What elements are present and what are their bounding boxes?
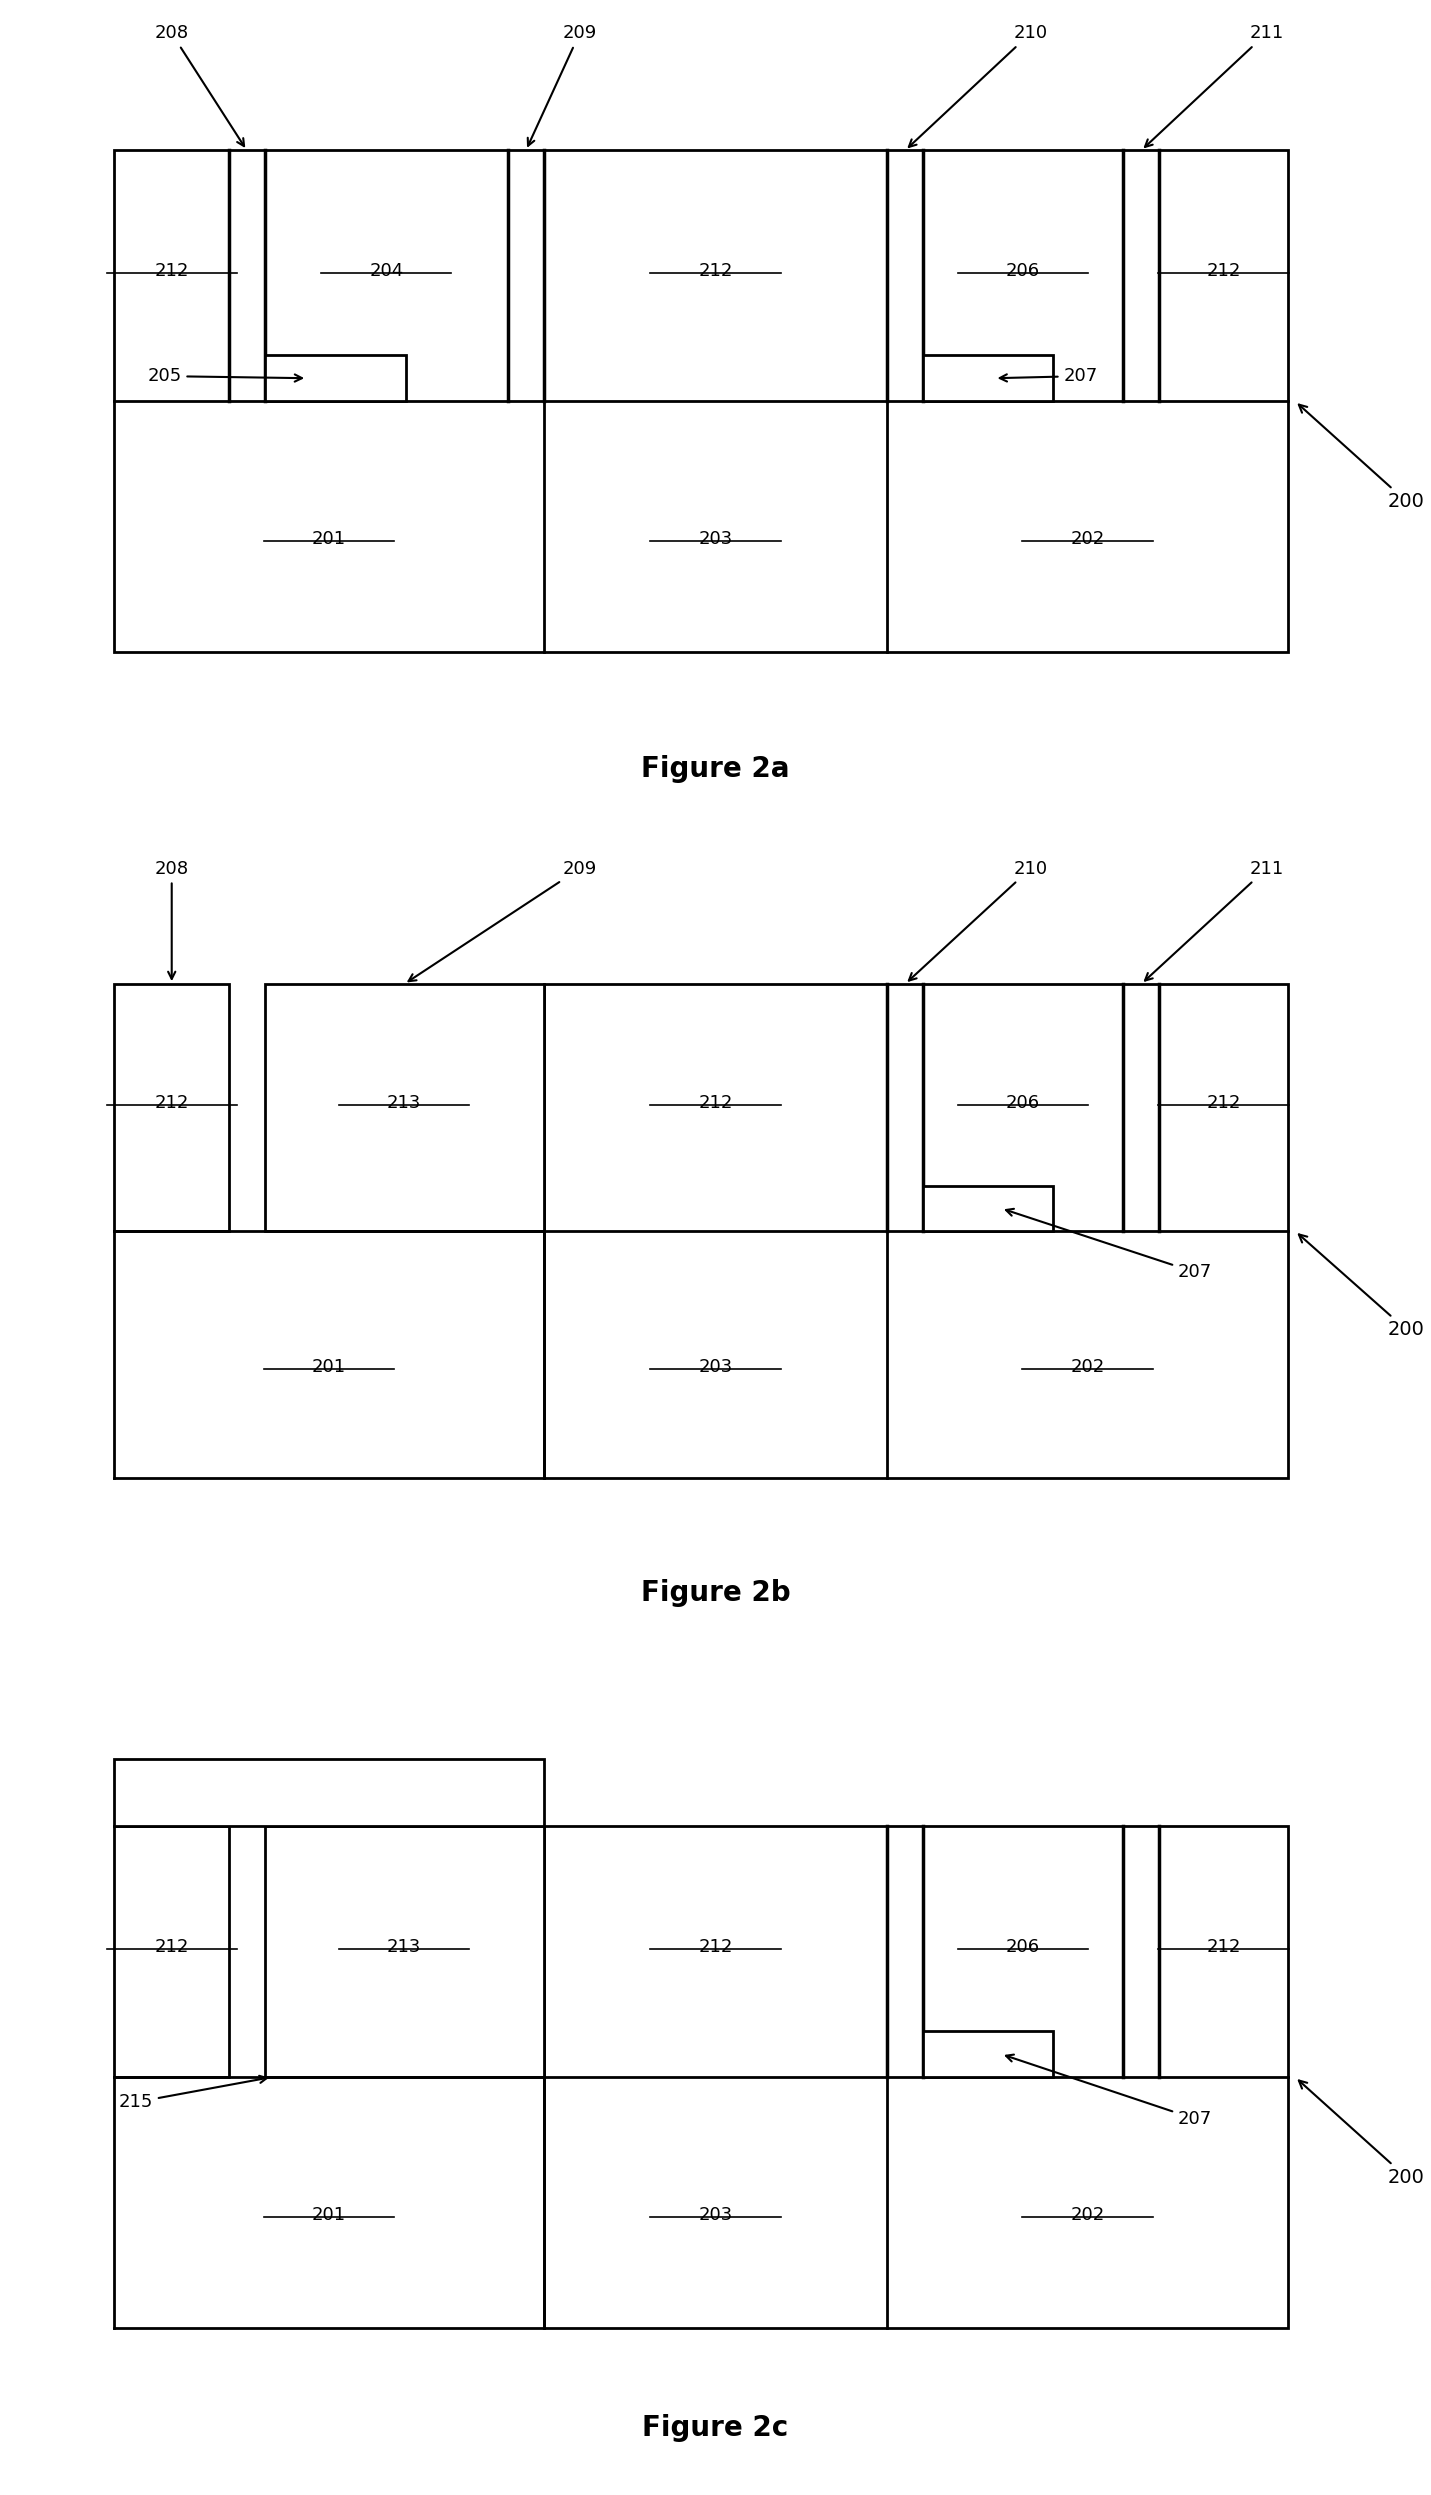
Bar bbox=[544, 983, 1288, 1477]
Text: 211: 211 bbox=[1145, 25, 1284, 147]
Text: 200: 200 bbox=[1299, 2081, 1425, 2188]
Text: 201: 201 bbox=[312, 529, 346, 549]
Text: 208: 208 bbox=[155, 25, 245, 147]
Text: 207: 207 bbox=[1000, 367, 1098, 384]
Text: 202: 202 bbox=[1070, 2206, 1105, 2223]
Bar bbox=[923, 354, 1053, 402]
Text: 212: 212 bbox=[155, 1093, 189, 1113]
Bar bbox=[114, 150, 1288, 651]
Text: 212: 212 bbox=[1206, 262, 1241, 279]
Text: 203: 203 bbox=[698, 2206, 733, 2223]
Text: Figure 2c: Figure 2c bbox=[643, 2415, 788, 2443]
Text: 202: 202 bbox=[1070, 1357, 1105, 1375]
Text: 212: 212 bbox=[698, 1093, 733, 1113]
Text: 212: 212 bbox=[155, 1939, 189, 1956]
Text: 204: 204 bbox=[369, 262, 404, 279]
Text: 212: 212 bbox=[1206, 1093, 1241, 1113]
Text: 207: 207 bbox=[1006, 2053, 1212, 2128]
Text: 213: 213 bbox=[386, 1939, 422, 1956]
Text: 212: 212 bbox=[1206, 1939, 1241, 1956]
Bar bbox=[114, 1826, 229, 2076]
Bar bbox=[544, 1826, 1288, 2328]
Text: 209: 209 bbox=[528, 25, 597, 145]
Text: 203: 203 bbox=[698, 529, 733, 549]
Text: 206: 206 bbox=[1006, 262, 1040, 279]
Text: 206: 206 bbox=[1006, 1093, 1040, 1113]
Text: 203: 203 bbox=[698, 1357, 733, 1375]
Text: 206: 206 bbox=[1006, 1939, 1040, 1956]
Text: Figure 2a: Figure 2a bbox=[641, 756, 790, 783]
Text: Figure 2b: Figure 2b bbox=[641, 1579, 790, 1607]
Bar bbox=[265, 1826, 544, 2076]
Text: 208: 208 bbox=[155, 861, 189, 978]
Text: 200: 200 bbox=[1299, 1235, 1425, 1340]
Text: 211: 211 bbox=[1145, 861, 1284, 981]
Bar bbox=[923, 1185, 1053, 1230]
Text: 210: 210 bbox=[909, 861, 1047, 981]
Text: 210: 210 bbox=[909, 25, 1047, 147]
Bar bbox=[114, 983, 229, 1230]
Text: 212: 212 bbox=[698, 262, 733, 279]
Text: 215: 215 bbox=[119, 2076, 266, 2111]
Text: 212: 212 bbox=[698, 1939, 733, 1956]
Text: 209: 209 bbox=[408, 861, 597, 981]
Bar bbox=[265, 983, 544, 1230]
Bar bbox=[265, 354, 406, 402]
Text: 201: 201 bbox=[312, 2206, 346, 2223]
Text: 207: 207 bbox=[1006, 1208, 1212, 1282]
Text: 213: 213 bbox=[386, 1093, 422, 1113]
Text: 201: 201 bbox=[312, 1357, 346, 1375]
Text: 202: 202 bbox=[1070, 529, 1105, 549]
Text: 212: 212 bbox=[155, 262, 189, 279]
Text: 205: 205 bbox=[147, 367, 302, 384]
Text: 200: 200 bbox=[1299, 404, 1425, 511]
Bar bbox=[114, 1759, 544, 1826]
Bar bbox=[923, 2031, 1053, 2076]
